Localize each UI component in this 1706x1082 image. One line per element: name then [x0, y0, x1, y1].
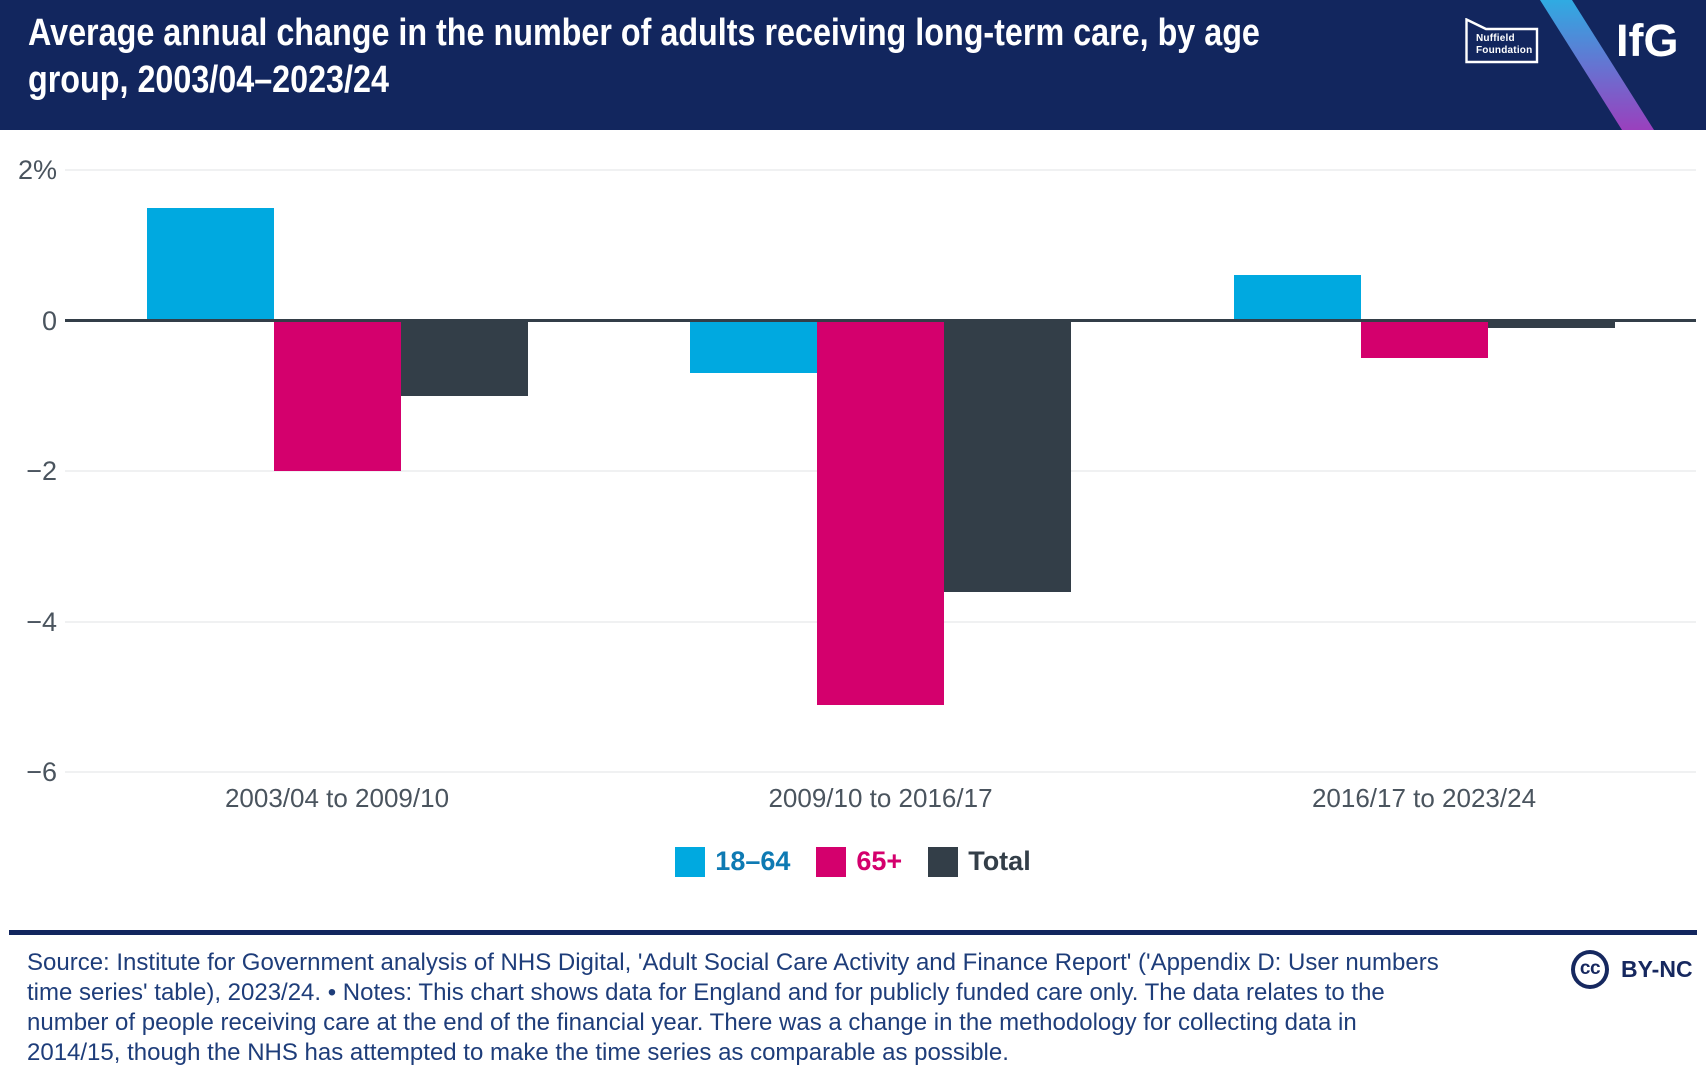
bar-total-group-3 — [1487, 320, 1615, 328]
footer-line: number of people receiving care at the e… — [27, 1009, 1357, 1036]
page-title: Average annual change in the number of a… — [28, 10, 1260, 104]
bar-18-64-group-1 — [146, 207, 274, 321]
bar-65--group-1 — [273, 320, 401, 472]
legend-item-total: Total — [928, 846, 1031, 877]
x-category-label-1: 2003/04 to 2009/10 — [224, 783, 450, 813]
bar-total-group-2 — [944, 320, 1071, 592]
y-tick-label--2: −2 — [26, 456, 57, 487]
legend-item-18-64: 18–64 — [675, 846, 790, 877]
cc-license-label: BY-NC — [1621, 956, 1693, 982]
legend-item-65-: 65+ — [816, 846, 902, 877]
footer-line: 2014/15, though the NHS has attempted to… — [27, 1039, 1009, 1066]
creative-commons-badge: cc BY-NC — [1571, 950, 1693, 989]
y-tick-label-2: 2% — [17, 154, 57, 185]
x-axis-zero-line — [65, 319, 1696, 322]
y-tick-label--4: −4 — [26, 606, 57, 637]
nuffield-logo-text: Nuffield Foundation — [1476, 33, 1533, 56]
bar-total-group-1 — [400, 320, 528, 396]
bar-18-64-group-2 — [690, 320, 817, 374]
chart-legend: 18–64 65+ Total — [0, 846, 1706, 877]
footer-divider — [9, 930, 1697, 935]
footer-line: time series' table), 2023/24. • Notes: T… — [27, 979, 1385, 1006]
cc-icon: cc — [1571, 950, 1609, 989]
source-notes-text: Source: Institute for Government analysi… — [27, 948, 1439, 1068]
bar-18-64-group-3 — [1233, 275, 1361, 321]
legend-swatch — [675, 846, 706, 877]
legend-swatch — [928, 846, 959, 877]
legend-label: 18–64 — [715, 846, 791, 876]
header-banner: Average annual change in the number of a… — [0, 0, 1706, 130]
bar-65--group-3 — [1360, 320, 1488, 359]
ifg-logo: IfG — [1616, 15, 1679, 66]
bar-65--group-2 — [817, 320, 944, 705]
legend-swatch — [816, 846, 847, 877]
y-tick-label--6: −6 — [26, 757, 57, 788]
nuffield-foundation-logo: Nuffield Foundation — [1465, 17, 1539, 64]
page-title-line-1: Average annual change in the number of a… — [28, 12, 1260, 54]
legend-label: 65+ — [856, 846, 903, 876]
gridline--6 — [65, 771, 1696, 774]
y-tick-label-0: 0 — [41, 305, 57, 336]
nuffield-logo-frame — [1465, 17, 1539, 64]
legend-label: Total — [968, 846, 1031, 876]
page-title-line-2: group, 2003/04–2023/24 — [28, 59, 389, 101]
footer-line: Source: Institute for Government analysi… — [27, 949, 1439, 976]
gridline-2 — [65, 168, 1696, 171]
x-category-label-2: 2009/10 to 2016/17 — [768, 783, 993, 813]
x-category-label-3: 2016/17 to 2023/24 — [1311, 783, 1537, 813]
